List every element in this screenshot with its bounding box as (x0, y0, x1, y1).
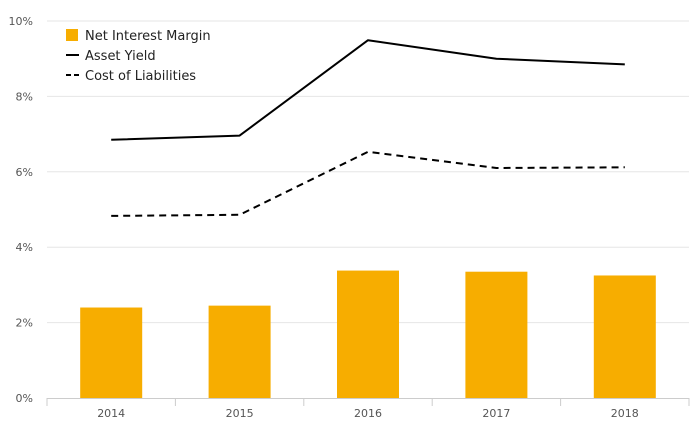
line-cost-of-liabilities (111, 150, 625, 217)
y-axis-ticks: 0% 2% 4% 6% 8% 10% (9, 15, 33, 405)
x-axis (46, 398, 690, 406)
bar-series (80, 270, 656, 398)
x-tick-label: 2016 (354, 407, 382, 420)
y-tick-label: 8% (16, 90, 33, 103)
y-tick-label: 10% (9, 15, 33, 28)
y-tick-label: 6% (16, 166, 33, 179)
y-tick-label: 2% (16, 317, 33, 330)
legend-label: Cost of Liabilities (85, 69, 196, 84)
legend: Net Interest Margin Asset Yield Cost of … (66, 29, 211, 84)
x-tick-label: 2018 (611, 407, 639, 420)
bar-net-interest-margin (208, 305, 271, 398)
bar-net-interest-margin (80, 307, 143, 398)
line-asset-yield (111, 39, 625, 141)
line-series (111, 39, 625, 217)
legend-swatch-net-interest-margin (66, 29, 78, 41)
x-tick-label: 2015 (226, 407, 254, 420)
bar-net-interest-margin (337, 270, 399, 398)
x-axis-ticks: 2014 2015 2016 2017 2018 (97, 407, 639, 420)
legend-label: Asset Yield (85, 49, 156, 64)
y-tick-label: 4% (16, 241, 33, 254)
x-tick-label: 2014 (97, 407, 125, 420)
bar-net-interest-margin (593, 275, 656, 398)
bar-net-interest-margin (465, 271, 528, 398)
gridlines (47, 20, 689, 324)
legend-label: Net Interest Margin (85, 29, 211, 44)
y-tick-label: 0% (16, 392, 33, 405)
x-tick-label: 2017 (482, 407, 510, 420)
